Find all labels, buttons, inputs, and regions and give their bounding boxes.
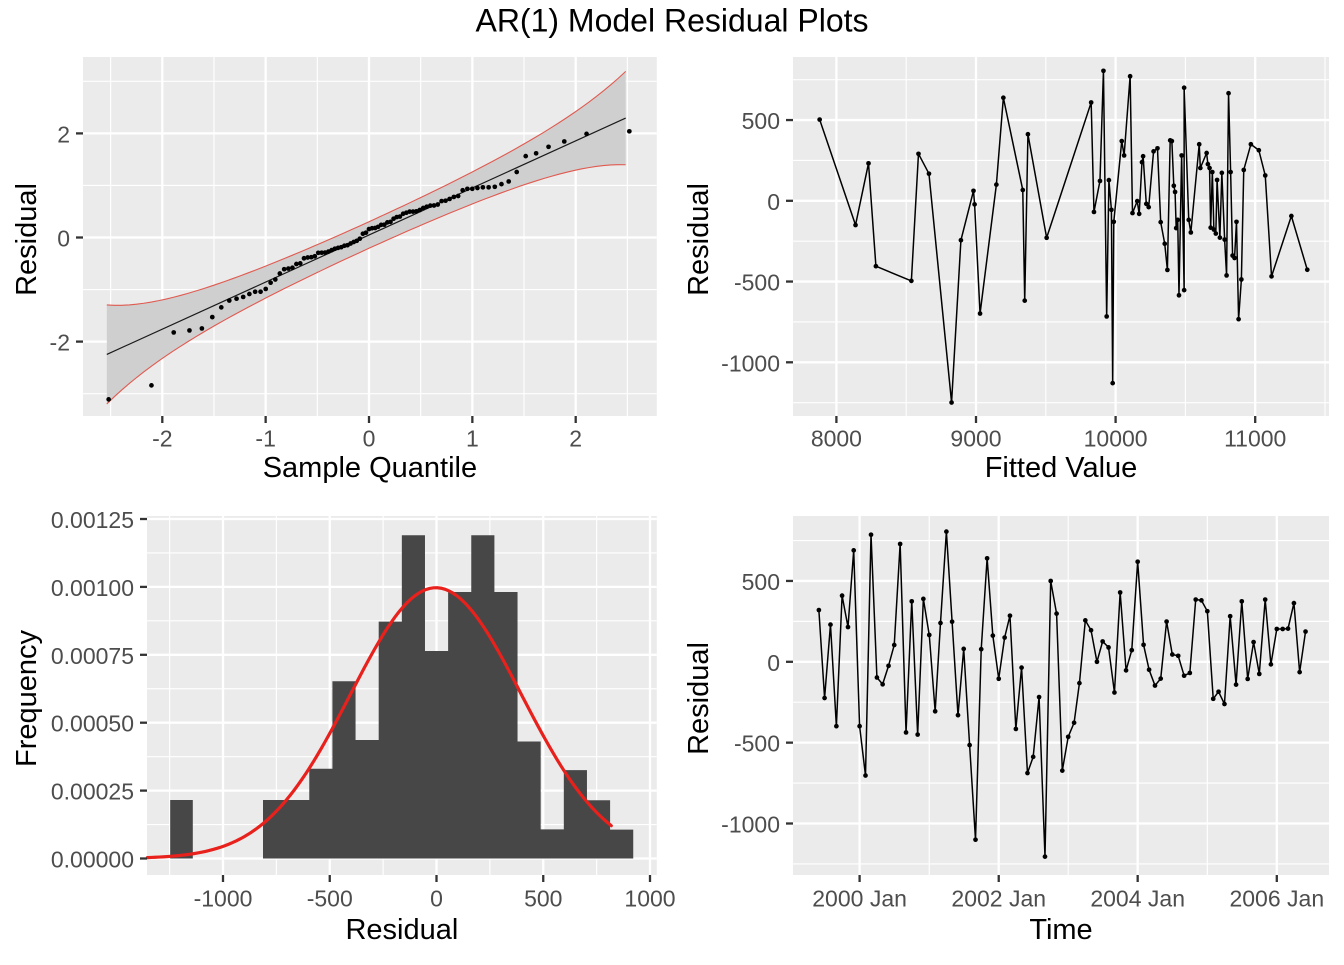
svg-text:0.00000: 0.00000 <box>51 847 134 873</box>
svg-text:-2: -2 <box>152 426 172 452</box>
svg-text:0: 0 <box>57 226 70 252</box>
svg-text:500: 500 <box>742 569 780 595</box>
svg-text:0.00075: 0.00075 <box>51 643 134 669</box>
svg-text:0: 0 <box>430 886 443 912</box>
svg-text:Fitted Value: Fitted Value <box>985 452 1138 484</box>
svg-text:0.00125: 0.00125 <box>51 507 134 533</box>
svg-text:0.00025: 0.00025 <box>51 779 134 805</box>
svg-text:-1: -1 <box>255 426 275 452</box>
svg-text:8000: 8000 <box>811 426 862 452</box>
svg-text:1: 1 <box>466 426 479 452</box>
svg-text:2002 Jan: 2002 Jan <box>951 886 1046 912</box>
svg-text:2006 Jan: 2006 Jan <box>1229 886 1324 912</box>
svg-text:0: 0 <box>767 189 780 215</box>
svg-text:500: 500 <box>742 108 780 134</box>
svg-text:-1000: -1000 <box>194 886 253 912</box>
svg-text:2000 Jan: 2000 Jan <box>812 886 907 912</box>
svg-text:Residual: Residual <box>11 183 43 296</box>
svg-text:-500: -500 <box>307 886 353 912</box>
svg-text:Frequency: Frequency <box>11 629 43 767</box>
svg-text:2: 2 <box>57 121 70 147</box>
svg-text:9000: 9000 <box>950 426 1001 452</box>
svg-text:10000: 10000 <box>1084 426 1148 452</box>
svg-text:-1000: -1000 <box>721 350 780 376</box>
svg-text:0.00100: 0.00100 <box>51 575 134 601</box>
svg-text:0.00050: 0.00050 <box>51 711 134 737</box>
svg-text:2004 Jan: 2004 Jan <box>1090 886 1185 912</box>
svg-text:Time: Time <box>1029 914 1092 946</box>
svg-text:0: 0 <box>363 426 376 452</box>
svg-text:Residual: Residual <box>683 183 715 296</box>
svg-text:2: 2 <box>569 426 582 452</box>
svg-text:0: 0 <box>767 650 780 676</box>
svg-text:AR(1) Model Residual Plots: AR(1) Model Residual Plots <box>475 3 868 39</box>
svg-text:1000: 1000 <box>624 886 675 912</box>
svg-text:-1000: -1000 <box>721 812 780 838</box>
svg-text:11000: 11000 <box>1224 426 1286 452</box>
svg-text:-2: -2 <box>50 330 70 356</box>
svg-text:-500: -500 <box>734 731 780 757</box>
svg-text:Residual: Residual <box>683 642 715 755</box>
svg-text:-500: -500 <box>734 270 780 296</box>
svg-text:Residual: Residual <box>345 914 458 946</box>
svg-text:500: 500 <box>524 886 562 912</box>
svg-text:Sample Quantile: Sample Quantile <box>263 452 477 484</box>
